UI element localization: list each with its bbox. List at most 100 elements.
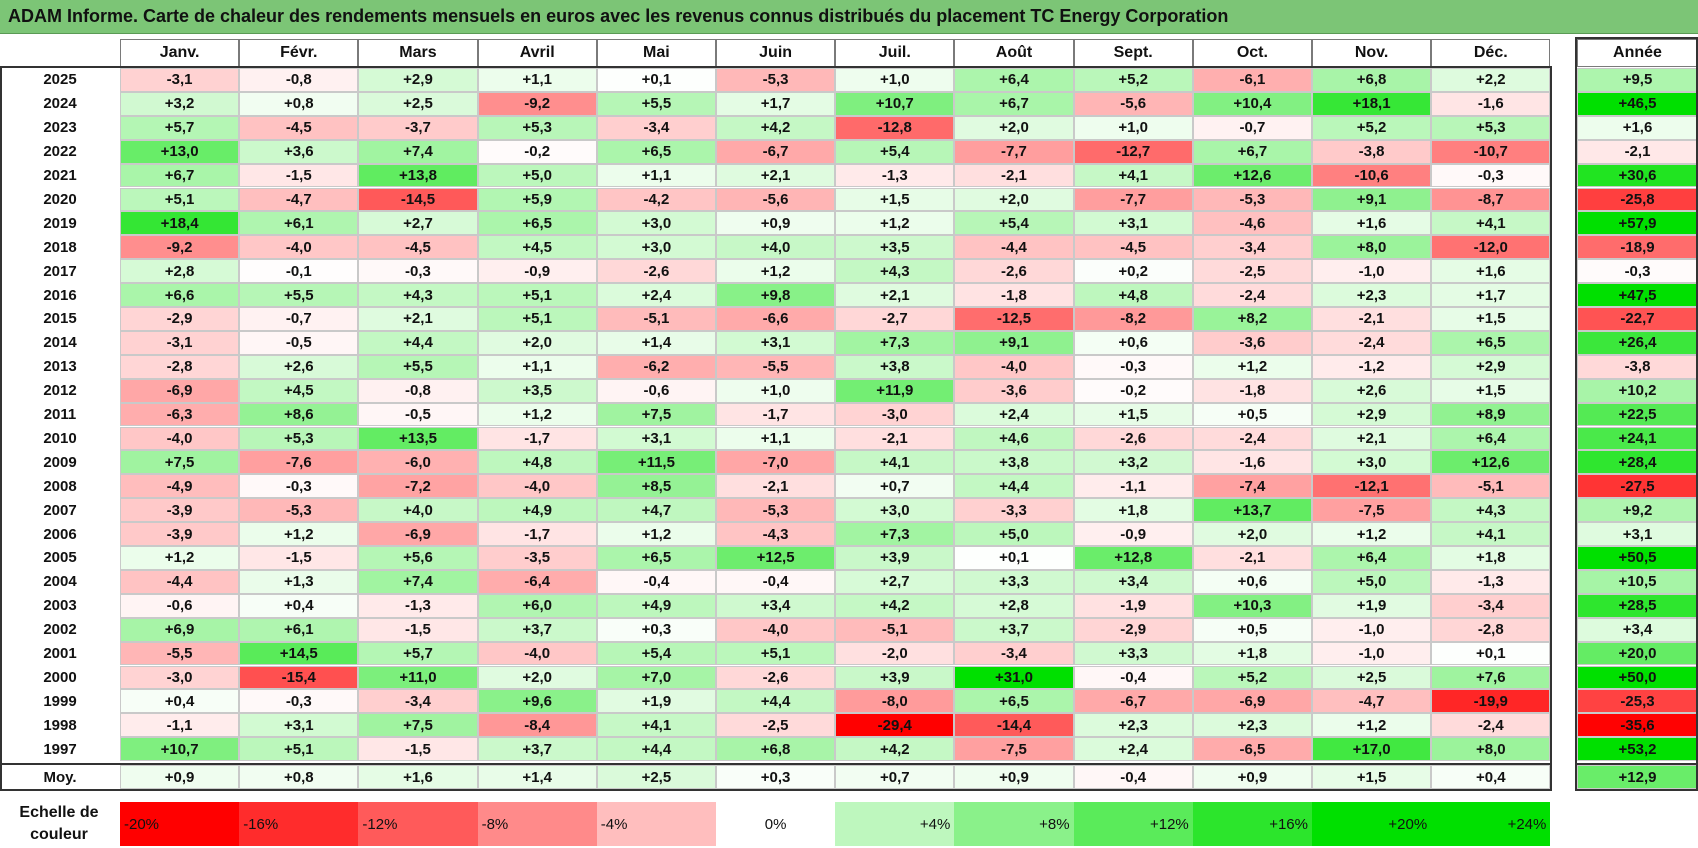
heatmap-cell: -6,9 <box>358 522 478 546</box>
legend-swatch: -8% <box>477 802 597 846</box>
average-cell: +0,9 <box>120 765 240 789</box>
average-cell: +0,7 <box>835 765 955 789</box>
heatmap-cell: -2,8 <box>120 354 240 379</box>
heatmap-cell: -1,5 <box>358 737 478 762</box>
year-label: 2015 <box>43 310 77 328</box>
heatmap-cell: -0,3 <box>358 259 478 284</box>
heatmap-cell: +4,4 <box>358 330 478 355</box>
heatmap-cell: -4,7 <box>1312 689 1432 714</box>
heatmap-cell: +2,0 <box>954 115 1074 140</box>
heatmap-cell: +3,0 <box>835 498 955 523</box>
annual-cell: +50,0 <box>1577 665 1698 690</box>
heatmap-cell: +5,4 <box>596 641 716 666</box>
heatmap-cell: +2,9 <box>1312 402 1432 427</box>
heatmap-cell: +18,1 <box>1312 91 1432 116</box>
heatmap-cell: +5,9 <box>477 187 597 212</box>
average-separator <box>0 763 1553 765</box>
heatmap-cell: +8,2 <box>1192 307 1312 331</box>
heatmap-cell: +5,3 <box>1431 115 1551 140</box>
year-label: 2000 <box>43 668 77 686</box>
heatmap-cell: +1,6 <box>1312 211 1432 236</box>
year-label: 2003 <box>43 597 77 615</box>
heatmap-cell: +12,6 <box>1192 163 1312 188</box>
heatmap-cell: +4,5 <box>239 378 359 403</box>
heatmap-cell: +8,0 <box>1312 235 1432 260</box>
heatmap-cell: +5,5 <box>239 283 359 307</box>
heatmap-cell: +6,8 <box>1312 68 1432 92</box>
legend-swatch: +20% <box>1312 802 1432 846</box>
heatmap-cell: -3,7 <box>358 115 478 140</box>
annual-cell: -18,9 <box>1577 235 1698 260</box>
heatmap-cell: +2,1 <box>716 163 836 188</box>
heatmap-cell: -12,1 <box>1312 474 1432 499</box>
heatmap-cell: +0,5 <box>1192 617 1312 642</box>
title-bar: ADAM Informe. Carte de chaleur des rende… <box>0 0 1698 34</box>
heatmap-cell: +1,9 <box>1312 593 1432 618</box>
heatmap-cell: -5,1 <box>1431 474 1551 499</box>
legend-swatch: +8% <box>954 802 1074 846</box>
heatmap-cell: -1,1 <box>1073 474 1193 499</box>
heatmap-cell: +1,6 <box>1431 259 1551 284</box>
average-cell: +0,9 <box>954 765 1074 789</box>
legend-label: Echelle de couleur <box>19 804 99 843</box>
annual-cell: +9,5 <box>1577 68 1698 92</box>
heatmap-cell: +0,2 <box>1073 259 1193 284</box>
heatmap-cell: -1,3 <box>1431 569 1551 594</box>
heatmap-cell: +6,5 <box>954 689 1074 714</box>
annual-cell: +50,5 <box>1577 546 1698 570</box>
heatmap-cell: +2,6 <box>1312 378 1432 403</box>
heatmap-cell: +2,9 <box>1431 354 1551 379</box>
annual-cell: +22,5 <box>1577 402 1698 427</box>
annual-header: Année <box>1577 39 1698 67</box>
year-label: 1998 <box>43 716 77 734</box>
heatmap-cell: +10,7 <box>120 737 240 762</box>
month-header: Juin <box>716 39 836 67</box>
heatmap-cell: +0,3 <box>596 617 716 642</box>
heatmap-cell: -6,7 <box>1073 689 1193 714</box>
heatmap-cell: +6,6 <box>120 283 240 307</box>
heatmap-cell: +9,8 <box>716 283 836 307</box>
heatmap-cell: -2,1 <box>716 474 836 499</box>
heatmap-cell: -6,5 <box>1192 737 1312 762</box>
heatmap-cell: +4,0 <box>716 235 836 260</box>
heatmap-cell: -1,0 <box>1312 617 1432 642</box>
heatmap-cell: +12,6 <box>1431 450 1551 475</box>
annual-cell: -2,1 <box>1577 139 1698 164</box>
heatmap-cell: +4,1 <box>1431 522 1551 546</box>
heatmap-cell: +2,4 <box>596 283 716 307</box>
legend-swatch: 0% <box>716 802 836 846</box>
heatmap-cell: -3,4 <box>954 641 1074 666</box>
heatmap-cell: -3,1 <box>120 330 240 355</box>
heatmap-cell: +6,5 <box>596 139 716 164</box>
heatmap-cell: -19,9 <box>1431 689 1551 714</box>
heatmap-cell: -5,1 <box>835 617 955 642</box>
heatmap-cell: +4,0 <box>358 498 478 523</box>
heatmap-cell: +3,9 <box>835 546 955 570</box>
annual-cell: +3,1 <box>1577 522 1698 546</box>
heatmap-cell: -0,7 <box>1192 115 1312 140</box>
heatmap-cell: -2,6 <box>596 259 716 284</box>
heatmap-cell: -1,3 <box>358 593 478 618</box>
heatmap-cell: -2,1 <box>1312 307 1432 331</box>
heatmap-cell: +1,8 <box>1073 498 1193 523</box>
heatmap-cell: -4,5 <box>1073 235 1193 260</box>
heatmap-cell: +4,4 <box>954 474 1074 499</box>
heatmap-cell: -0,5 <box>358 402 478 427</box>
year-label: 2024 <box>43 95 77 113</box>
heatmap-cell: +2,7 <box>835 569 955 594</box>
heatmap-cell: +1,2 <box>716 259 836 284</box>
heatmap-cell: -1,8 <box>1192 378 1312 403</box>
heatmap-cell: -3,1 <box>120 68 240 92</box>
heatmap-cell: -1,5 <box>239 546 359 570</box>
year-label: 1999 <box>43 692 77 710</box>
heatmap-cell: +4,1 <box>835 450 955 475</box>
heatmap-cell: +4,1 <box>1431 211 1551 236</box>
heatmap-cell: -9,2 <box>120 235 240 260</box>
heatmap-cell: -7,7 <box>954 139 1074 164</box>
average-cell: +0,9 <box>1192 765 1312 789</box>
annual-cell: +46,5 <box>1577 91 1698 116</box>
heatmap-cell: -1,2 <box>1312 354 1432 379</box>
heatmap-cell: +1,7 <box>716 91 836 116</box>
heatmap-cell: +13,0 <box>120 139 240 164</box>
heatmap-cell: +6,7 <box>1192 139 1312 164</box>
